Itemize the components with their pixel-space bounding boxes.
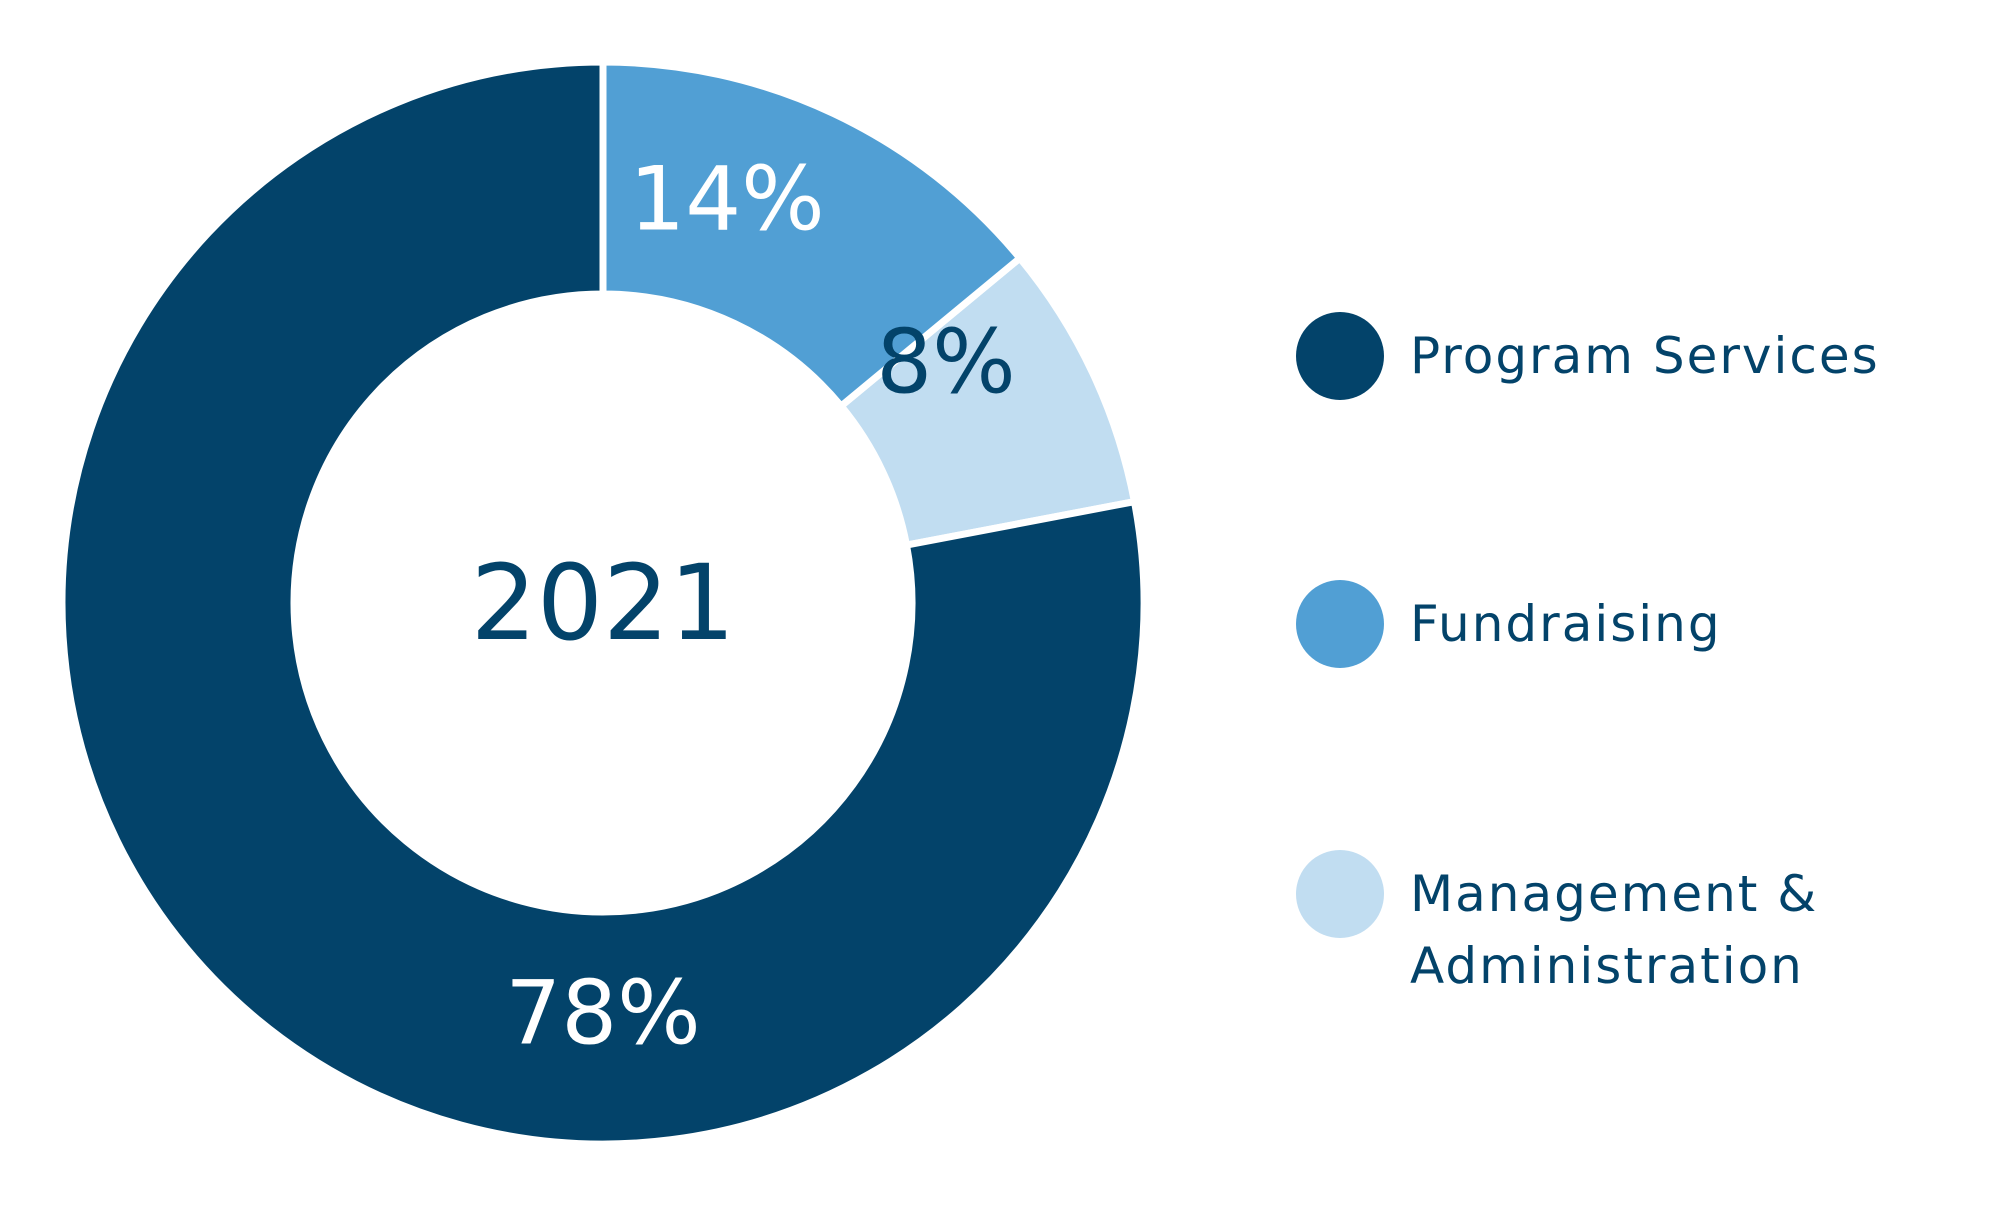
donut-slice [58,58,1148,1148]
legend-label: Program Services [1410,327,1880,385]
value-label: 8% [876,311,1016,414]
legend-swatch [1296,850,1384,938]
center-label: 2021 [471,542,736,664]
value-label: 78% [505,962,701,1065]
legend-label: Fundraising [1410,595,1722,653]
legend-label: Management & Administration [1410,865,1819,995]
donut-slice [599,58,1025,411]
legend-swatch [1296,312,1384,400]
legend-swatch [1296,580,1384,668]
value-label: 14% [629,148,825,251]
